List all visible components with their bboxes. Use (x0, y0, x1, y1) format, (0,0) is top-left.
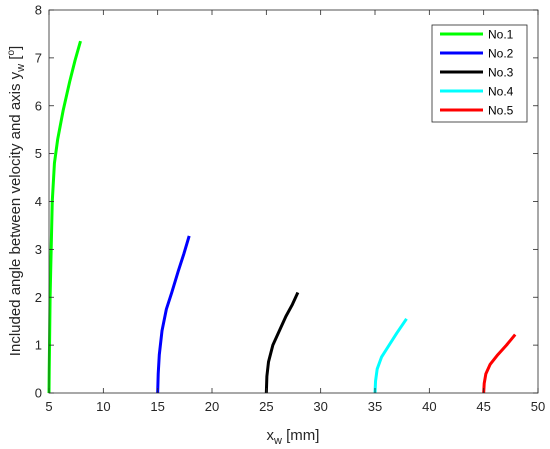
legend: No.1 No.2 No.3 No.4 No.5 (431, 24, 528, 123)
y-tick-label: 3 (35, 242, 42, 257)
y-tick-label: 6 (35, 98, 42, 113)
y-tick-label: 4 (35, 194, 42, 209)
series-line-5 (482, 333, 517, 394)
legend-label-2: No.2 (488, 47, 514, 61)
y-tick-label: 7 (35, 50, 42, 65)
x-tick-label: 40 (422, 399, 436, 414)
y-tick-label: 0 (35, 386, 42, 401)
series-layer (47, 40, 517, 394)
y-axis-label: Included angle between velocity and axis… (6, 46, 27, 356)
series-line-2 (156, 235, 191, 394)
x-tick-label: 45 (476, 399, 490, 414)
x-tick-label: 5 (45, 399, 52, 414)
y-tick-label: 1 (35, 338, 42, 353)
legend-label-5: No.5 (488, 104, 514, 118)
series-line-4 (373, 317, 408, 394)
x-tick-label: 15 (150, 399, 164, 414)
plot-frame (48, 9, 539, 394)
x-tick-label: 50 (531, 399, 545, 414)
x-axis-label: xw [mm] (267, 427, 320, 447)
series-line-1 (47, 40, 82, 394)
x-tick-label: 20 (205, 399, 219, 414)
y-tick-label: 8 (35, 3, 42, 18)
x-tick-label: 25 (259, 399, 273, 414)
x-tick-label: 30 (313, 399, 327, 414)
legend-label-3: No.3 (488, 66, 514, 80)
x-tick-label: 10 (96, 399, 110, 414)
series-line-3 (264, 291, 300, 394)
legend-label-4: No.4 (488, 85, 514, 99)
x-tick-label: 35 (368, 399, 382, 414)
legend-items: No.1 No.2 No.3 No.4 No.5 (440, 28, 514, 118)
legend-label-1: No.1 (488, 28, 514, 42)
y-tick-label: 2 (35, 290, 42, 305)
y-tick-label: 5 (35, 146, 42, 161)
